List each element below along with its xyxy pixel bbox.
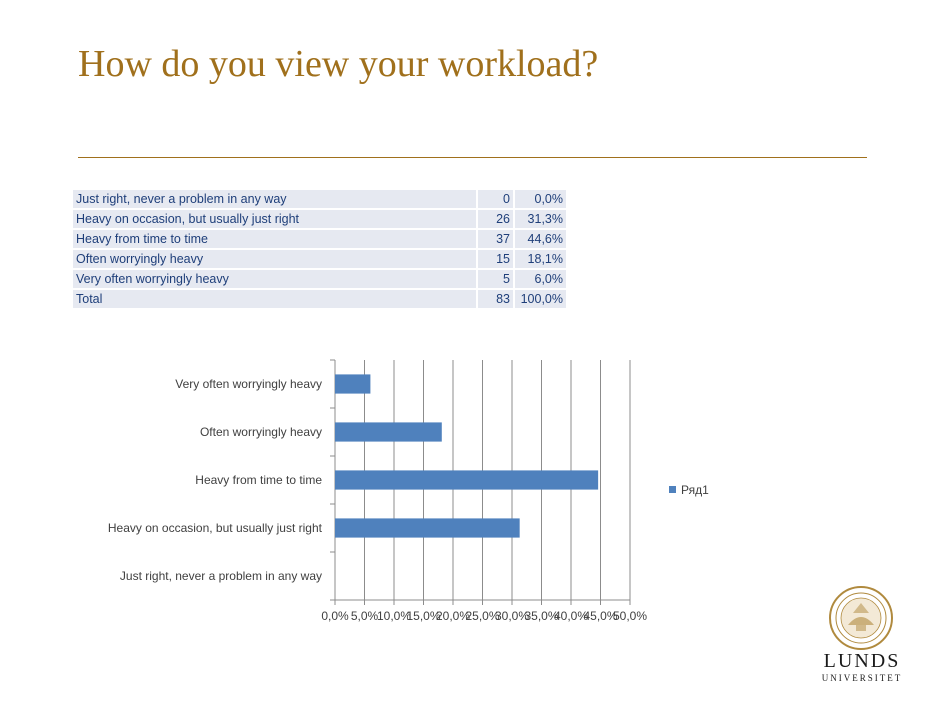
x-tick-label: 15,0% xyxy=(406,609,440,623)
row-count: 5 xyxy=(477,269,515,290)
chart-axes xyxy=(330,359,631,605)
bar xyxy=(335,518,520,538)
x-tick-label: 5,0% xyxy=(351,609,379,623)
chart-bars xyxy=(335,374,599,538)
table-row: Heavy from time to time 37 44,6% xyxy=(73,229,568,250)
chart-legend: Ряд1 xyxy=(669,483,709,497)
row-label: Total xyxy=(73,289,478,310)
table-row: Just right, never a problem in any way 0… xyxy=(73,190,568,210)
row-label: Heavy from time to time xyxy=(73,229,478,250)
bar xyxy=(335,422,442,442)
y-category-label: Very often worryingly heavy xyxy=(175,377,322,391)
wordmark-small: UNIVERSITET xyxy=(821,673,903,683)
table-row: Very often worryingly heavy 5 6,0% xyxy=(73,269,568,290)
x-tick-label: 40,0% xyxy=(554,609,588,623)
row-label: Just right, never a problem in any way xyxy=(73,190,478,210)
x-tick-label: 0,0% xyxy=(321,609,349,623)
x-tick-label: 30,0% xyxy=(495,609,529,623)
row-count: 0 xyxy=(477,190,515,210)
row-percent: 31,3% xyxy=(514,209,568,230)
row-count: 26 xyxy=(477,209,515,230)
row-percent: 18,1% xyxy=(514,249,568,270)
row-count: 15 xyxy=(477,249,515,270)
x-tick-label: 45,0% xyxy=(583,609,617,623)
row-count: 37 xyxy=(477,229,515,250)
table-total-row: Total 83 100,0% xyxy=(73,289,568,310)
row-percent: 100,0% xyxy=(514,289,568,310)
wordmark-large: LUNDS xyxy=(823,650,901,672)
y-category-label: Heavy from time to time xyxy=(195,473,322,487)
results-table: Just right, never a problem in any way 0… xyxy=(73,190,568,310)
row-percent: 6,0% xyxy=(514,269,568,290)
table-row: Heavy on occasion, but usually just righ… xyxy=(73,209,568,230)
x-tick-label: 50,0% xyxy=(613,609,647,623)
row-count: 83 xyxy=(477,289,515,310)
row-label: Very often worryingly heavy xyxy=(73,269,478,290)
x-tick-label: 25,0% xyxy=(465,609,499,623)
row-label: Heavy on occasion, but usually just righ… xyxy=(73,209,478,230)
bar xyxy=(335,470,599,490)
x-tick-label: 35,0% xyxy=(524,609,558,623)
y-category-label: Often worryingly heavy xyxy=(200,425,322,439)
legend-swatch xyxy=(669,486,676,493)
title-divider xyxy=(78,157,867,158)
x-tick-label: 20,0% xyxy=(436,609,470,623)
legend-label: Ряд1 xyxy=(681,483,709,497)
chart-labels: 0,0% 5,0%10,0%15,0%20,0%25,0%30,0%35,0%40… xyxy=(108,377,647,623)
slide-title: How do you view your workload? xyxy=(78,43,599,85)
y-category-label: Heavy on occasion, but usually just righ… xyxy=(108,521,323,535)
lund-university-seal-icon xyxy=(829,586,893,650)
university-wordmark: LUNDS UNIVERSITET xyxy=(818,650,906,684)
row-percent: 0,0% xyxy=(514,190,568,210)
x-tick-label: 10,0% xyxy=(377,609,411,623)
bar xyxy=(335,374,371,394)
row-percent: 44,6% xyxy=(514,229,568,250)
y-category-label: Just right, never a problem in any way xyxy=(120,569,322,583)
row-label: Often worryingly heavy xyxy=(73,249,478,270)
table-row: Often worryingly heavy 15 18,1% xyxy=(73,249,568,270)
